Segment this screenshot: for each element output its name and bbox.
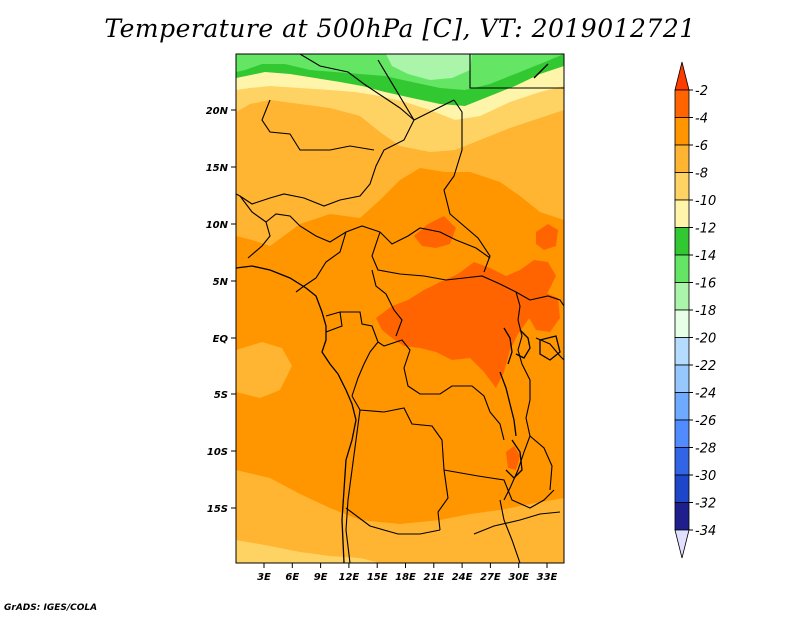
temp-band-minus4-ne bbox=[536, 224, 558, 250]
colorbar-segment bbox=[674, 254, 690, 283]
colorbar-label: -20 bbox=[695, 332, 716, 347]
temp-band-minus4-east bbox=[528, 292, 560, 332]
lon-tick-label: 6E bbox=[285, 572, 299, 583]
lon-tick-label: 27E bbox=[480, 572, 501, 583]
longitude-axis: 3E 6E 9E 12E 15E 18E 21E 24E 27E 30E 33E bbox=[257, 563, 558, 583]
colorbar-segment bbox=[674, 337, 690, 366]
temp-band-minus4-south bbox=[506, 446, 520, 470]
lat-tick-label: EQ bbox=[213, 334, 229, 345]
temp-band-minus4-central bbox=[376, 260, 556, 388]
colorbar-label: -30 bbox=[695, 469, 716, 484]
temp-band-minus4-north bbox=[414, 216, 456, 248]
colorbar-segment bbox=[674, 364, 690, 393]
grads-credit: GrADS: IGES/COLA bbox=[4, 603, 98, 613]
colorbar-label: -2 bbox=[695, 84, 708, 99]
colorbar-segment bbox=[674, 447, 690, 476]
colorbar-segment bbox=[674, 309, 690, 338]
colorbar-segment bbox=[674, 282, 690, 311]
lon-tick-label: 18E bbox=[395, 572, 416, 583]
map-frame bbox=[235, 53, 565, 564]
temp-band-minus18 bbox=[386, 54, 472, 80]
colorbar-label: -16 bbox=[695, 277, 716, 292]
map-plot-area bbox=[236, 54, 564, 563]
colorbar-label: -24 bbox=[695, 387, 716, 402]
lon-tick-label: 3E bbox=[257, 572, 271, 583]
colorbar-segment bbox=[674, 172, 690, 201]
lon-tick-label: 30E bbox=[508, 572, 529, 583]
colorbar-label: -10 bbox=[695, 194, 716, 209]
colorbar-segment bbox=[674, 474, 690, 503]
lat-tick-label: 10N bbox=[206, 220, 229, 231]
colorbar-label: -6 bbox=[695, 139, 708, 154]
lon-tick-label: 15E bbox=[367, 572, 388, 583]
colorbar-label: -32 bbox=[695, 497, 716, 512]
lon-tick-label: 33E bbox=[537, 572, 558, 583]
colorbar-top-arrow bbox=[674, 61, 690, 91]
lon-tick-label: 24E bbox=[452, 572, 473, 583]
lon-tick-label: 9E bbox=[314, 572, 328, 583]
lat-tick-label: 5S bbox=[214, 390, 228, 401]
coastlines bbox=[236, 63, 561, 563]
colorbar-segment bbox=[674, 144, 690, 173]
colorbar-segment bbox=[674, 117, 690, 146]
colorbar-segment bbox=[674, 502, 690, 531]
colorbar-segment bbox=[674, 419, 690, 448]
colorbar: -2 -4 -6 -8 -10 -12 -14 -16 -18 -20 -22 -24 -26 -28 -3… bbox=[674, 61, 716, 559]
colorbar-segment bbox=[674, 392, 690, 421]
colorbar-label: -14 bbox=[695, 249, 716, 264]
colorbar-segment bbox=[674, 89, 690, 118]
latitude-axis: 20N 15N 10N 5N EQ 5S 10S 15S bbox=[206, 106, 236, 515]
map-title: Temperature at 500hPa [C], VT: 201901272… bbox=[104, 14, 696, 43]
lat-tick-label: 20N bbox=[206, 106, 229, 117]
temp-band-minus16 bbox=[236, 54, 564, 90]
colorbar-label: -12 bbox=[695, 222, 716, 237]
colorbar-label: -26 bbox=[695, 414, 716, 429]
colorbar-label: -18 bbox=[695, 304, 716, 319]
temp-band-minus8-south bbox=[236, 470, 564, 563]
colorbar-segment bbox=[674, 227, 690, 256]
colorbar-bottom-arrow bbox=[674, 529, 690, 559]
colorbar-label: -28 bbox=[695, 442, 716, 457]
colorbar-label: -8 bbox=[695, 167, 708, 182]
lat-tick-label: 5N bbox=[213, 277, 229, 288]
colorbar-label: -22 bbox=[695, 359, 716, 374]
lat-tick-label: 10S bbox=[207, 447, 228, 458]
colorbar-segment bbox=[674, 199, 690, 228]
lat-tick-label: 15N bbox=[206, 163, 229, 174]
lon-tick-label: 12E bbox=[339, 572, 360, 583]
country-borders bbox=[236, 54, 564, 563]
colorbar-label: -4 bbox=[695, 112, 708, 127]
lon-tick-label: 21E bbox=[423, 572, 444, 583]
colorbar-label: -34 bbox=[695, 524, 716, 539]
temp-band-minus8-sw bbox=[236, 342, 292, 398]
lat-tick-label: 15S bbox=[207, 504, 228, 515]
